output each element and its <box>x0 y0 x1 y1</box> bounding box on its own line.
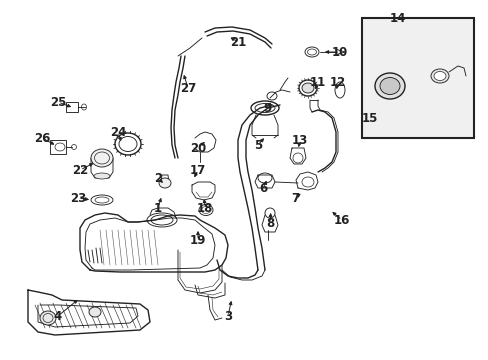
Text: 11: 11 <box>309 76 325 89</box>
Text: 23: 23 <box>70 192 86 204</box>
Text: 24: 24 <box>110 126 126 139</box>
Text: 8: 8 <box>265 216 274 230</box>
Text: 10: 10 <box>331 45 347 59</box>
Ellipse shape <box>302 83 313 93</box>
Text: 12: 12 <box>329 76 346 89</box>
Text: 16: 16 <box>333 213 349 226</box>
Ellipse shape <box>40 311 56 325</box>
Ellipse shape <box>91 149 113 167</box>
Text: 22: 22 <box>72 163 88 176</box>
Ellipse shape <box>159 178 171 188</box>
Ellipse shape <box>374 73 404 99</box>
Text: 3: 3 <box>224 310 232 323</box>
Text: 25: 25 <box>50 95 66 108</box>
Ellipse shape <box>89 307 101 317</box>
Text: 19: 19 <box>189 234 206 247</box>
Text: 2: 2 <box>154 171 162 185</box>
Ellipse shape <box>430 69 448 83</box>
Text: 15: 15 <box>361 112 377 125</box>
Text: 17: 17 <box>189 163 206 176</box>
Bar <box>66 102 78 112</box>
Text: 1: 1 <box>154 202 162 215</box>
Text: 20: 20 <box>189 141 206 154</box>
Text: 9: 9 <box>264 102 271 114</box>
Text: 18: 18 <box>196 202 213 215</box>
Bar <box>361 18 473 138</box>
Text: 27: 27 <box>180 81 196 95</box>
Bar <box>50 140 66 154</box>
Text: 21: 21 <box>229 36 245 49</box>
Text: 13: 13 <box>291 134 307 147</box>
Text: 5: 5 <box>253 139 262 152</box>
Text: 26: 26 <box>34 131 50 144</box>
Text: 6: 6 <box>258 181 266 194</box>
Ellipse shape <box>94 173 110 179</box>
Ellipse shape <box>379 77 399 95</box>
Ellipse shape <box>433 72 445 81</box>
Text: 4: 4 <box>54 310 62 323</box>
Text: 14: 14 <box>389 12 406 24</box>
Text: 7: 7 <box>290 192 299 204</box>
